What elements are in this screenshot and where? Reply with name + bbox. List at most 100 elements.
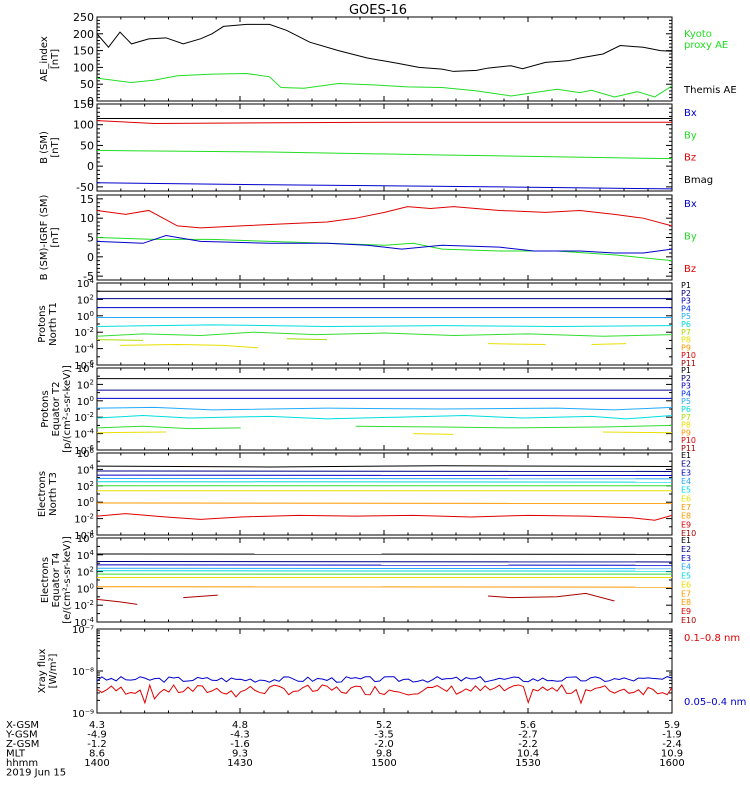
channel-label: P2: [681, 289, 691, 298]
ephemeris-value: -1.6: [230, 739, 250, 750]
series-p9: [119, 343, 259, 349]
ephemeris-value: 4.3: [89, 720, 105, 731]
series-e9c: [487, 592, 615, 602]
y-tick-label: 10-2: [74, 326, 94, 339]
y-axis-label: [W/m²]: [48, 653, 59, 688]
channel-label: P8: [681, 421, 691, 430]
channel-label: P2: [681, 374, 691, 383]
plot-area: [97, 553, 672, 605]
y-tick-label: 10-2: [74, 411, 94, 424]
x-axis-ephemeris: X-GSM 4.3 4.8 5.2 5.6 5.9Y-GSM -4.9 -4.3 -3.5 -2.…: [5, 720, 685, 779]
panel-frame: [96, 537, 673, 623]
y-axis-label: [nT]: [50, 227, 61, 247]
series-bz: [97, 120, 672, 124]
y-tick-label: 102: [77, 378, 94, 391]
plot-area: [97, 378, 672, 435]
y-axis-label: Protons: [37, 305, 48, 342]
y-tick-label: 50: [80, 78, 94, 91]
y-tick-label: 104: [77, 277, 95, 290]
y-tick-label: 100: [73, 61, 94, 74]
channel-label: P11: [681, 359, 696, 368]
ephemeris-value: 1530: [515, 758, 540, 769]
ephemeris-value: -3.5: [374, 730, 394, 741]
legend-entry: Bmag: [684, 175, 713, 186]
series-p7: [97, 331, 672, 337]
y-tick-label: 102: [77, 566, 94, 579]
ephemeris-value: -2.4: [662, 739, 682, 750]
y-axis-label: Electrons: [40, 557, 51, 603]
panel-frame: [96, 194, 673, 281]
legend: Bx By Bz Bmag: [684, 108, 713, 186]
y-tick-label: 15: [80, 193, 94, 206]
y-tick-label: 100: [73, 119, 94, 132]
channel-label: P1: [681, 366, 691, 375]
plot-title: GOES-16: [349, 3, 407, 18]
y-tick-label: 250: [73, 11, 94, 24]
y-axis-label: B (SM)-IGRF (SM): [39, 195, 50, 281]
channel-label: P5: [681, 397, 691, 406]
ephemeris-value: 1500: [371, 758, 396, 769]
channel-label: P4: [681, 304, 691, 313]
series-p5: [97, 415, 672, 420]
ephemeris-value: 1400: [84, 758, 109, 769]
channel-label: E2: [681, 545, 691, 554]
series-p7b: [355, 424, 672, 429]
y-tick-label: 100: [77, 395, 94, 408]
legend-entry: 0.05–0.4 nm: [684, 697, 746, 708]
channel-label: E3: [681, 554, 691, 563]
y-tick-label: 10-2: [74, 513, 94, 526]
channel-label: E4: [681, 477, 691, 486]
plot-area: [97, 676, 672, 705]
y-axis-label: Equator T2: [51, 382, 62, 437]
panel-frame: [96, 103, 673, 192]
y-tick-label: 106: [77, 532, 95, 545]
series-p7: [97, 425, 241, 430]
y-tick-label: 100: [77, 582, 94, 595]
channel-label: P3: [681, 297, 691, 306]
legend-entry: By: [684, 130, 697, 141]
series-bz: [97, 206, 672, 229]
channel-label: P6: [681, 320, 691, 329]
legend-entry: Kyoto: [684, 29, 712, 40]
channel-label: P6: [681, 405, 691, 414]
channel-label: E9: [681, 607, 691, 616]
plot-area: [97, 23, 672, 98]
channel-label: P10: [681, 436, 696, 445]
panel-frame: [96, 452, 673, 536]
channel-label: P10: [681, 351, 696, 360]
ephemeris-value: 9.3: [232, 749, 248, 760]
y-tick-label: 10-4: [74, 343, 94, 356]
series-p9c: [591, 343, 627, 345]
series-p4: [97, 406, 672, 411]
series-p5: [97, 324, 672, 327]
y-tick-label: 10-2: [74, 599, 94, 612]
series-p8b: [413, 433, 454, 435]
y-axis-label: Equator T4: [51, 553, 62, 608]
ephemeris-row-label: MLT: [6, 749, 26, 760]
legend-entry: Bx: [684, 108, 697, 119]
legend-entry: Bx: [684, 199, 697, 210]
ephemeris-value: -2.0: [374, 739, 394, 750]
panel-bigrf: -5 0 5 10 15 B (SM)-IGRF (SM) [nT] Bx By Bz: [39, 193, 697, 283]
y-tick-label: 102: [77, 480, 94, 493]
ephemeris-value: 1430: [227, 758, 252, 769]
ephemeris-value: -4.9: [87, 730, 107, 741]
y-tick-label: 10⁻⁸: [72, 667, 94, 678]
channel-label: P4: [681, 389, 691, 398]
channel-label: E10: [681, 616, 696, 625]
plot-date: 2019 Jun 15: [6, 768, 66, 779]
legend-entry: Themis AE: [683, 85, 737, 96]
y-axis-label: [p/(cm²-s-sr-keV)]: [62, 365, 73, 453]
y-tick-label: 0: [87, 95, 94, 108]
channel-label: E5: [681, 486, 691, 495]
ephemeris-value: -2.2: [518, 739, 538, 750]
ephemeris-value: 10.9: [661, 749, 683, 760]
ephemeris-row-label: Z-GSM: [6, 739, 39, 750]
